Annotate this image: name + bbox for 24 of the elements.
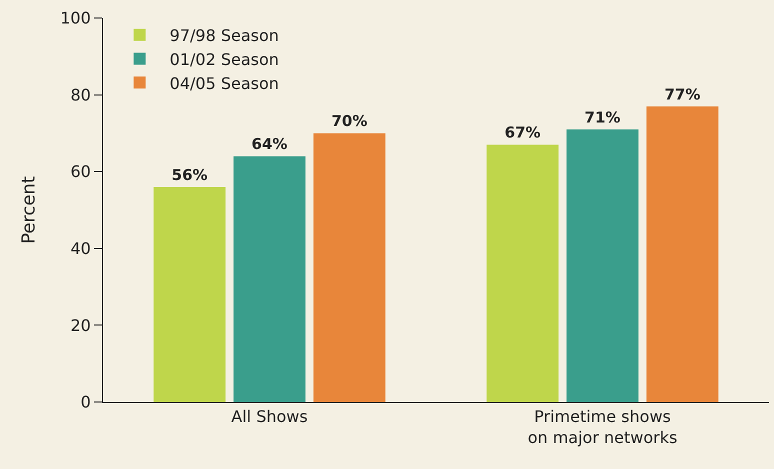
y-axis-title: Percent bbox=[18, 176, 40, 244]
bar bbox=[234, 156, 306, 402]
data-label: 67% bbox=[504, 124, 541, 142]
y-tick-label: 0 bbox=[80, 392, 91, 412]
data-label: 56% bbox=[172, 166, 208, 184]
y-tick-label: 100 bbox=[60, 8, 91, 28]
data-label: 64% bbox=[252, 135, 288, 154]
legend-label: 04/05 Season bbox=[170, 74, 279, 93]
bar bbox=[486, 144, 559, 402]
x-tick-label: Primetime shows on major networks bbox=[528, 407, 678, 447]
legend-label: 01/02 Season bbox=[170, 50, 279, 69]
data-label: 77% bbox=[664, 85, 700, 104]
x-tick-label: All Shows bbox=[231, 407, 308, 426]
y-tick-label: 40 bbox=[70, 239, 91, 258]
legend-label: 97/98 Season bbox=[170, 26, 279, 46]
y-tick-label: 60 bbox=[70, 162, 91, 182]
data-label: 70% bbox=[331, 112, 368, 130]
bar bbox=[566, 129, 638, 402]
bar bbox=[646, 106, 718, 402]
y-tick-label: 80 bbox=[70, 85, 91, 104]
y-tick-label: 20 bbox=[70, 316, 91, 335]
bar bbox=[313, 133, 386, 402]
data-label: 71% bbox=[584, 108, 620, 126]
bar bbox=[154, 186, 226, 402]
